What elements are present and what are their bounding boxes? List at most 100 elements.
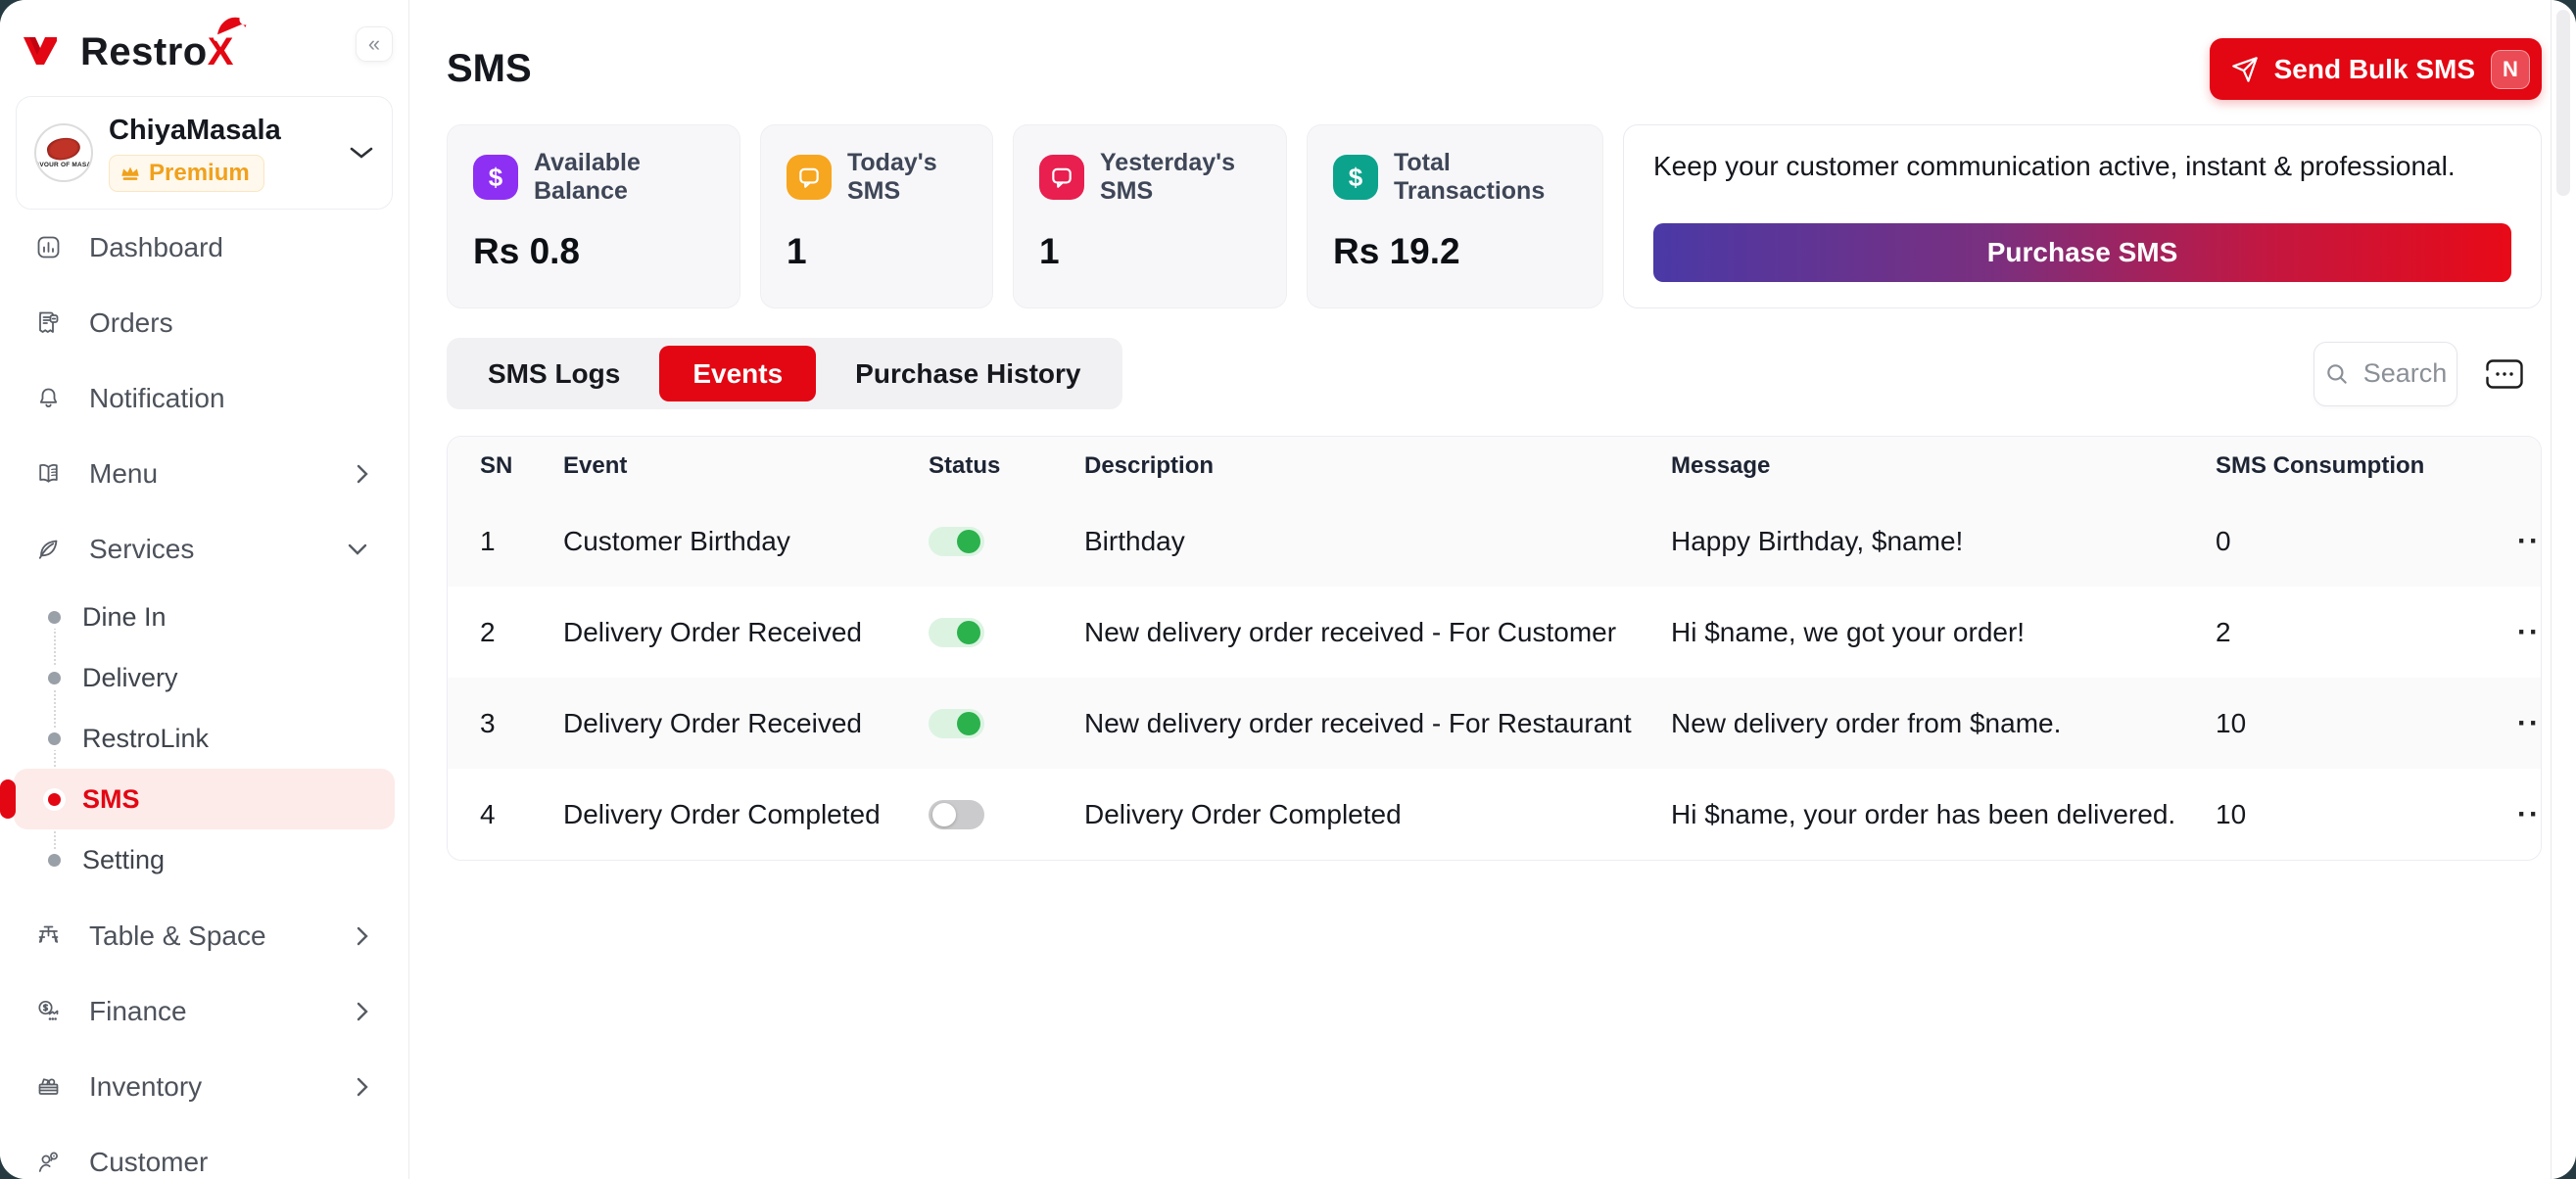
- restaurant-logo-caption: FLAVOUR OF MASALA: [34, 161, 92, 168]
- restaurant-switcher[interactable]: FLAVOUR OF MASALA ChiyaMasala Premium: [16, 96, 393, 210]
- stat-value: 1: [1039, 231, 1060, 271]
- inventory-icon: [38, 1078, 59, 1095]
- search-button[interactable]: Search: [2314, 341, 2457, 406]
- stat-card-yesterdays-sms: Yesterday's SMS 1: [1013, 124, 1287, 308]
- subitem-label: Delivery: [82, 662, 178, 692]
- sidebar-item-orders[interactable]: Orders: [0, 285, 408, 360]
- sidebar-item-menu[interactable]: Menu: [0, 436, 408, 511]
- sidebar-item-label: Table & Space: [89, 920, 266, 951]
- premium-badge: Premium: [109, 154, 264, 192]
- row-actions-ellipsis-icon[interactable]: ··: [2517, 615, 2541, 648]
- brand-logo: RestroX: [0, 0, 408, 82]
- chevron-down-icon: [349, 145, 374, 161]
- status-toggle[interactable]: [929, 708, 984, 738]
- page-title: SMS: [447, 47, 532, 90]
- events-table: SN Event Status Description Message SMS …: [447, 436, 2542, 861]
- stat-label: Total Transactions: [1394, 149, 1546, 205]
- brand-name: RestroX: [80, 14, 251, 74]
- stat-value: Rs 19.2: [1333, 231, 1460, 271]
- sidebar-collapse-button[interactable]: «: [356, 26, 393, 62]
- sidebar-subitem-setting[interactable]: Setting: [0, 829, 408, 890]
- stat-card-total-transactions: $ Total Transactions Rs 19.2: [1307, 124, 1603, 308]
- stat-value: 1: [787, 231, 807, 271]
- tab-sms-logs[interactable]: SMS Logs: [488, 357, 621, 389]
- send-bulk-sms-button[interactable]: Send Bulk SMS N: [2209, 38, 2542, 100]
- sidebar-item-finance[interactable]: Finance: [0, 973, 408, 1049]
- stat-card-todays-sms: Today's SMS 1: [760, 124, 993, 308]
- sidebar-item-services[interactable]: Services: [0, 511, 408, 587]
- status-toggle[interactable]: [929, 799, 984, 829]
- subitem-label: Setting: [82, 844, 166, 874]
- sidebar-item-label: Customer: [89, 1146, 209, 1177]
- tab-events[interactable]: Events: [659, 346, 817, 401]
- cell-message: New delivery order from $name.: [1671, 707, 2062, 738]
- sidebar-item-label: Orders: [89, 307, 173, 338]
- sidebar-subitem-restrolink[interactable]: RestroLink: [0, 708, 408, 769]
- brand-name-black: Restro: [80, 29, 208, 73]
- stat-label: Yesterday's SMS: [1100, 149, 1235, 205]
- paper-plane-icon: [2231, 56, 2258, 82]
- column-header-sms-consumption: SMS Consumption: [2216, 452, 2425, 479]
- cell-sn: 1: [480, 525, 496, 556]
- sidebar-item-label: Notification: [89, 382, 225, 413]
- stat-label: Available Balance: [534, 149, 641, 205]
- stats-row: $ Available Balance Rs 0.8 Today's SMS 1: [447, 124, 2542, 308]
- status-toggle[interactable]: [929, 617, 984, 647]
- dashboard-icon: [37, 236, 60, 259]
- search-icon: [2326, 363, 2347, 384]
- sidebar-item-customer[interactable]: Customer: [0, 1124, 408, 1179]
- column-header-status: Status: [929, 452, 1001, 479]
- sidebar-item-label: Dashboard: [89, 231, 223, 262]
- orders-icon: [39, 311, 59, 333]
- purchase-sms-button[interactable]: Purchase SMS: [1653, 223, 2511, 282]
- cell-description: New delivery order received - For Custom…: [1084, 616, 1617, 647]
- cell-event: Customer Birthday: [563, 525, 790, 556]
- row-actions-ellipsis-icon[interactable]: ··: [2517, 524, 2541, 557]
- cell-sms-consumption: 10: [2216, 707, 2247, 738]
- sidebar-item-label: Menu: [89, 457, 159, 489]
- table-row: 1 Customer Birthday Birthday Happy Birth…: [448, 495, 2541, 587]
- cell-description: Delivery Order Completed: [1084, 798, 1402, 829]
- premium-label: Premium: [149, 159, 250, 186]
- sidebar-item-dashboard[interactable]: Dashboard: [0, 210, 408, 285]
- row-actions-ellipsis-icon[interactable]: ··: [2517, 797, 2541, 830]
- message-options-icon[interactable]: [2485, 358, 2524, 390]
- send-bulk-sms-label: Send Bulk SMS: [2273, 53, 2475, 84]
- sidebar-item-inventory[interactable]: Inventory: [0, 1049, 408, 1124]
- brand-mark-icon: [22, 31, 67, 72]
- sidebar-subitem-delivery[interactable]: Delivery: [0, 647, 408, 708]
- sidebar-item-label: Finance: [89, 995, 187, 1026]
- tab-purchase-history[interactable]: Purchase History: [855, 357, 1081, 389]
- table-row: 2 Delivery Order Received New delivery o…: [448, 587, 2541, 678]
- search-label: Search: [2362, 358, 2448, 388]
- dollar-icon: $: [473, 155, 518, 200]
- sidebar-subitem-sms[interactable]: SMS: [0, 769, 395, 829]
- menu-book-icon: [39, 464, 58, 483]
- bullet-dot-icon: [48, 853, 61, 867]
- active-indicator: [0, 779, 16, 819]
- table-space-icon: [38, 925, 59, 943]
- finance-icon: [38, 1000, 59, 1020]
- sidebar-item-notification[interactable]: Notification: [0, 360, 408, 436]
- main-content: SMS Send Bulk SMS N $ Available Balance …: [409, 0, 2551, 1179]
- cell-sn: 2: [480, 616, 496, 647]
- chat-bubble-icon: [787, 155, 832, 200]
- cell-event: Delivery Order Completed: [563, 798, 881, 829]
- sidebar-subitem-dine-in[interactable]: Dine In: [0, 587, 408, 647]
- column-header-description: Description: [1084, 452, 1215, 479]
- scrollbar-thumb[interactable]: [2556, 10, 2570, 196]
- tabs: SMS Logs Events Purchase History: [447, 338, 1122, 409]
- customer-icon: [38, 1152, 58, 1172]
- cell-event: Delivery Order Received: [563, 616, 862, 647]
- table-row: 3 Delivery Order Received New delivery o…: [448, 678, 2541, 769]
- stat-value: Rs 0.8: [473, 231, 581, 271]
- new-badge: N: [2491, 49, 2530, 89]
- status-toggle[interactable]: [929, 526, 984, 556]
- scrollbar[interactable]: [2551, 0, 2576, 1179]
- restaurant-avatar: FLAVOUR OF MASALA: [34, 123, 93, 182]
- cell-message: Happy Birthday, $name!: [1671, 525, 1964, 556]
- chat-bubble-icon: [1039, 155, 1084, 200]
- row-actions-ellipsis-icon[interactable]: ··: [2517, 706, 2541, 739]
- sidebar-item-table-space[interactable]: Table & Space: [0, 898, 408, 973]
- sidebar-nav: Dashboard Orders Notification Menu Servi…: [0, 210, 408, 1179]
